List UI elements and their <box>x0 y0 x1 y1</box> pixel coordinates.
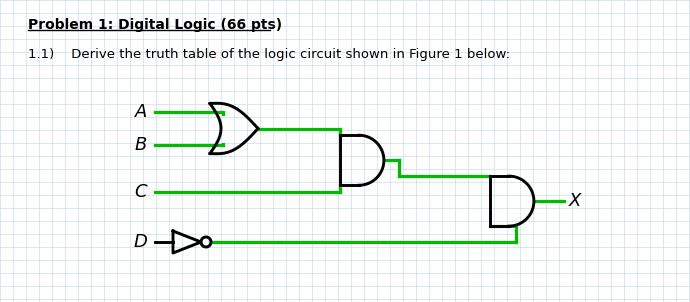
Text: B: B <box>135 136 147 154</box>
Text: Problem 1: Digital Logic (66 pts): Problem 1: Digital Logic (66 pts) <box>28 18 282 32</box>
Text: X: X <box>569 192 581 210</box>
Text: A: A <box>135 103 147 121</box>
Text: 1.1)    Derive the truth table of the logic circuit shown in Figure 1 below:: 1.1) Derive the truth table of the logic… <box>28 48 510 61</box>
Text: C: C <box>135 183 147 201</box>
Text: D: D <box>133 233 147 251</box>
